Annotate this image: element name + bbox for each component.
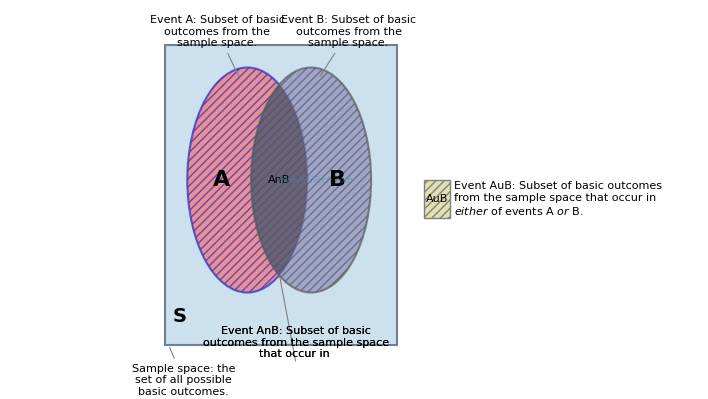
Text: Event B: Subset of basic
outcomes from the
sample space.: Event B: Subset of basic outcomes from t… xyxy=(281,15,416,77)
Text: Event AnB: Subset of basic
outcomes from the sample space
that occur in: Event AnB: Subset of basic outcomes from… xyxy=(203,326,389,359)
Text: A: A xyxy=(212,170,229,190)
Text: Sample space: the
set of all possible
basic outcomes.: Sample space: the set of all possible ba… xyxy=(132,348,235,397)
Text: S: S xyxy=(172,307,186,326)
FancyBboxPatch shape xyxy=(165,45,397,345)
Ellipse shape xyxy=(251,67,371,292)
Text: AuB: AuB xyxy=(426,194,448,204)
Ellipse shape xyxy=(188,67,307,292)
Text: Event A: Subset of basic
outcomes from the
sample space.: Event A: Subset of basic outcomes from t… xyxy=(150,15,285,76)
Text: B: B xyxy=(329,170,346,190)
Ellipse shape xyxy=(188,67,307,292)
Text: Event AuB: Subset of basic outcomes
from the sample space that occur in
$\it{eit: Event AuB: Subset of basic outcomes from… xyxy=(454,181,661,217)
FancyBboxPatch shape xyxy=(423,180,450,217)
Text: AnB: AnB xyxy=(268,175,290,185)
Text: www.JEHTech.com: www.JEHTech.com xyxy=(277,176,353,184)
Text: Event AnB: Subset of basic
outcomes from the sample space
that occur in: Event AnB: Subset of basic outcomes from… xyxy=(203,326,389,359)
